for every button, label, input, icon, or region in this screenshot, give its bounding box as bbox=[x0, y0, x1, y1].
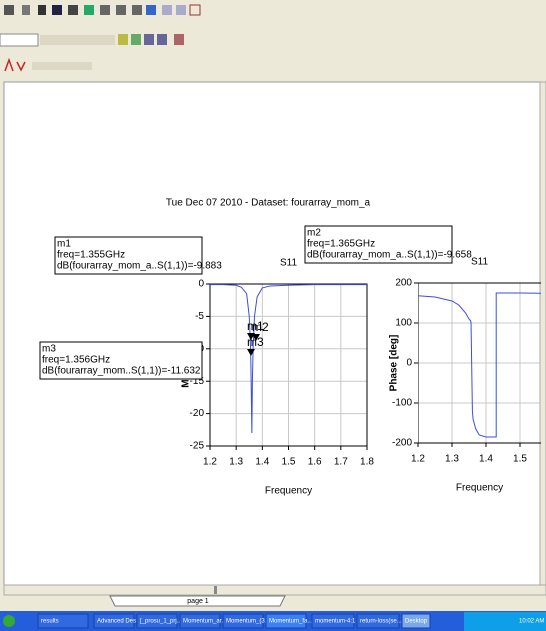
task-label: [_prosu_1_prj... bbox=[140, 619, 182, 625]
x-tick-label: 1.6 bbox=[308, 457, 322, 468]
tab-label: page 1 bbox=[187, 598, 209, 605]
y-tick-label: -5 bbox=[195, 311, 204, 322]
v-scrollbar[interactable] bbox=[540, 82, 546, 585]
tool-icon[interactable] bbox=[84, 5, 94, 15]
x-tick-label: 1.8 bbox=[360, 457, 374, 468]
start-button[interactable] bbox=[3, 615, 15, 627]
y-tick-label: -25 bbox=[190, 441, 205, 452]
y-tick-label: -200 bbox=[392, 438, 412, 449]
y-tick-label: -100 bbox=[392, 398, 412, 409]
marker-line: dB(fourarray_mom_a..S(1,1))=-9.883 bbox=[57, 261, 222, 272]
task-label: Advanced Des... bbox=[97, 619, 141, 625]
data-display bbox=[4, 82, 540, 585]
y-tick-label: 0 bbox=[198, 279, 204, 290]
y-tick-label: -20 bbox=[190, 408, 205, 419]
marker-line: dB(fourarray_mom_a..S(1,1))=-9.658 bbox=[307, 250, 472, 261]
tool-icon[interactable] bbox=[52, 5, 62, 15]
x-tick-label: 1.2 bbox=[203, 457, 217, 468]
chart-title: Tue Dec 07 2010 - Dataset: fourarray_mom… bbox=[166, 198, 371, 209]
tool-icon[interactable] bbox=[131, 34, 141, 45]
tool-icon[interactable] bbox=[22, 5, 30, 15]
x-tick-label: 1.4 bbox=[255, 457, 269, 468]
disabled-tools bbox=[40, 35, 115, 45]
x-tick-label: 1.4 bbox=[479, 454, 493, 465]
tool-icon[interactable] bbox=[118, 34, 128, 45]
task-label: results bbox=[41, 619, 59, 625]
x-tick-label: 1.3 bbox=[229, 457, 243, 468]
y-tick-label: 100 bbox=[395, 318, 412, 329]
marker-name: m1 bbox=[57, 239, 71, 250]
task-label: Momentum_ar... bbox=[183, 619, 227, 625]
y-axis-label: Phase [deg] bbox=[389, 335, 400, 392]
task-label: Momentum_(3... bbox=[226, 619, 270, 625]
tool-icon[interactable] bbox=[146, 5, 156, 15]
tool-icon[interactable] bbox=[157, 34, 167, 45]
task-label: Momentum_fa... bbox=[269, 619, 313, 625]
x-tick-label: 1.5 bbox=[282, 457, 296, 468]
x-tick-label: 1.2 bbox=[411, 454, 425, 465]
task-label: return-loss(se... bbox=[360, 619, 402, 625]
x-axis-label: Frequency bbox=[265, 486, 312, 497]
task-label: momentum-4:1 bbox=[315, 619, 356, 625]
x-tick-label: 1.3 bbox=[445, 454, 459, 465]
marker-name: m3 bbox=[42, 344, 56, 355]
tool-icon[interactable] bbox=[132, 5, 142, 15]
clock: 10:02 AM bbox=[519, 619, 544, 625]
x-tick-label: 1.5 bbox=[513, 454, 527, 465]
x-tick-label: 1.7 bbox=[334, 457, 348, 468]
task-label: Desktop bbox=[405, 619, 428, 625]
marker-tag: m3 bbox=[247, 335, 264, 349]
marker-line: dB(fourarray_mom..S(1,1))=-11.632 bbox=[42, 366, 201, 377]
scroll-thumb[interactable] bbox=[214, 586, 217, 594]
marker-line: freq=1.365GHz bbox=[307, 239, 375, 250]
x-axis-label: Frequency bbox=[456, 483, 503, 494]
y-tick-label: 200 bbox=[395, 278, 412, 289]
tool-icon[interactable] bbox=[162, 5, 172, 15]
dropdown[interactable] bbox=[0, 34, 38, 46]
tool-icon[interactable] bbox=[116, 5, 126, 15]
h-scrollbar[interactable] bbox=[4, 585, 546, 595]
disabled-tools bbox=[32, 62, 92, 70]
marker-line: freq=1.355GHz bbox=[57, 250, 125, 261]
tool-icon[interactable] bbox=[38, 5, 46, 15]
tool-icon[interactable] bbox=[4, 5, 14, 15]
tool-icon[interactable] bbox=[144, 34, 154, 45]
tool-icon[interactable] bbox=[68, 5, 78, 15]
marker-line: freq=1.356GHz bbox=[42, 355, 110, 366]
tool-icon[interactable] bbox=[176, 5, 186, 15]
series-name: S11 bbox=[280, 258, 297, 269]
y-tick-label: 0 bbox=[406, 358, 412, 369]
app-window: page 1 results Advanced Des...[_prosu_1_p… bbox=[0, 0, 546, 631]
series-name: S11 bbox=[471, 257, 488, 268]
marker-tag: m2 bbox=[252, 320, 269, 334]
tool-icon[interactable] bbox=[100, 5, 110, 15]
tool-icon[interactable] bbox=[174, 34, 184, 45]
marker-name: m2 bbox=[307, 228, 321, 239]
